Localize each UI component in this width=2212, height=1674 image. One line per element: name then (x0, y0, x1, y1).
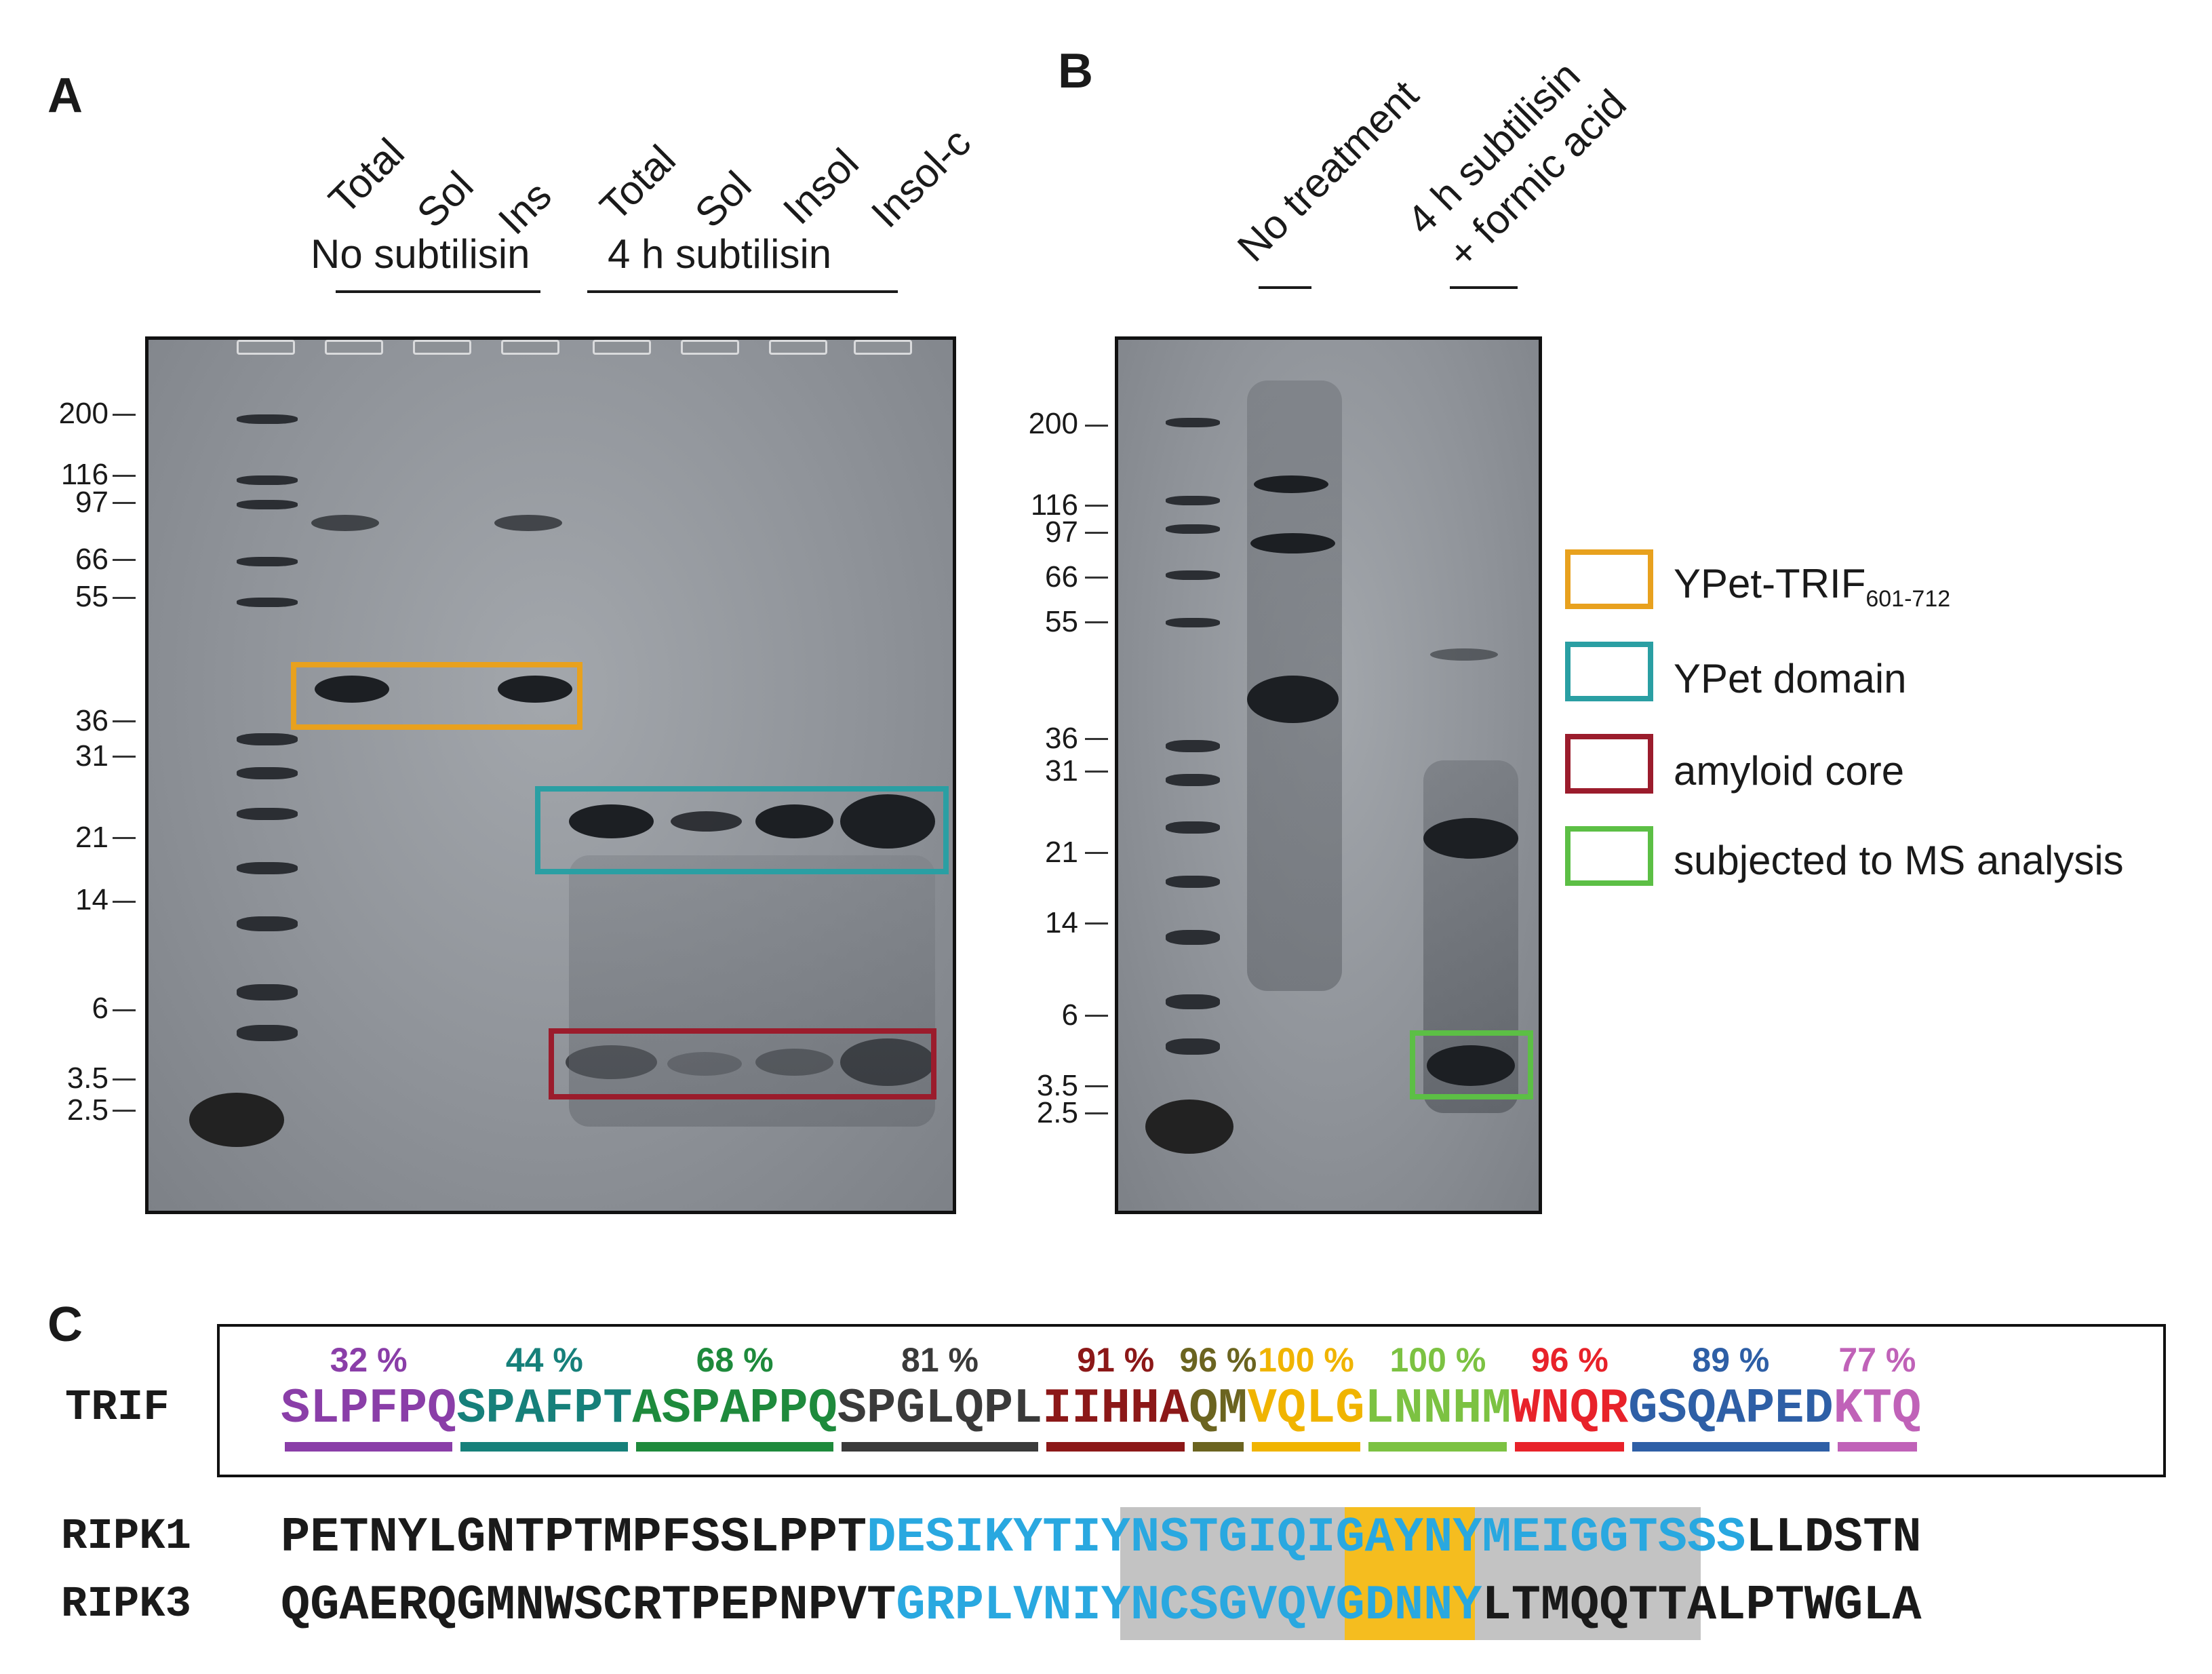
mw-b-36: 36 (1045, 722, 1078, 755)
gel-a (145, 336, 956, 1214)
trif-segment-bar (1046, 1442, 1185, 1452)
box-ypet-trif (291, 662, 582, 730)
trif-segment-sequence: QM (1189, 1381, 1248, 1437)
mw-a-200: 200 (58, 397, 108, 430)
legend-label-ypet-domain: YPet domain (1674, 656, 1907, 701)
lane-underline-b2 (1450, 286, 1518, 289)
box-ms-analysis (1410, 1030, 1533, 1099)
lane-label-b1: No treatment (1228, 71, 1427, 271)
mw-a-6: 6 (92, 992, 108, 1025)
group-no-subtilisin: No subtilisin (311, 231, 530, 277)
panel-b-label: B (1058, 44, 1093, 98)
trif-segment-bar (285, 1442, 453, 1452)
trif-segment-sequence: SPGLQPL (837, 1381, 1043, 1437)
mw-b-3.5: 3.5 (1036, 1069, 1078, 1102)
trif-segment-sequence: LNNHM (1364, 1381, 1512, 1437)
trif-segment-percent: 96 % (1179, 1341, 1257, 1379)
mw-b-55: 55 (1045, 605, 1078, 638)
group-4h-subtilisin: 4 h subtilisin (608, 231, 832, 277)
trif-segment-sequence: ASPAPPQ (632, 1381, 837, 1437)
trif-segment-bar (1837, 1442, 1918, 1452)
lane-label-a6: Insol (774, 140, 867, 233)
trif-segment-percent: 81 % (901, 1341, 979, 1379)
mw-a-31: 31 (75, 739, 108, 773)
lane-label-a2: Sol (408, 162, 482, 237)
trif-segment-bar (1368, 1442, 1507, 1452)
trif-name: TRIF (65, 1384, 170, 1433)
mw-b-200: 200 (1028, 407, 1078, 440)
trif-segment-bar (636, 1442, 833, 1452)
legend-label-ypet-trif: YPet-TRIF601-712 (1674, 561, 1951, 612)
legend-swatch-ms (1565, 826, 1653, 886)
mw-b-97: 97 (1045, 515, 1078, 549)
box-ypet-domain (535, 786, 949, 874)
mw-a-66: 66 (75, 543, 108, 576)
gel-b (1115, 336, 1542, 1214)
trif-segment-bar (1632, 1442, 1830, 1452)
trif-segment-sequence: VQLG (1247, 1381, 1365, 1437)
legend-label-amyloid-core: amyloid core (1674, 748, 1905, 794)
mw-a-14: 14 (75, 883, 108, 916)
trif-segment-sequence: SLPFPQ (281, 1381, 457, 1437)
trif-segment-percent: 100 % (1258, 1341, 1354, 1379)
lane-underline-b1 (1259, 286, 1311, 289)
trif-segment-sequence: KTQ (1833, 1381, 1922, 1437)
mw-a-2.5: 2.5 (66, 1093, 108, 1127)
trif-segment-sequence: IIHHA (1042, 1381, 1189, 1437)
trif-segment-sequence: GSQAPED (1628, 1381, 1834, 1437)
legend-swatch-amyloid-core (1565, 734, 1653, 794)
mw-b-6: 6 (1061, 998, 1078, 1032)
mw-a-3.5: 3.5 (66, 1062, 108, 1095)
trif-segment-percent: 44 % (505, 1341, 583, 1379)
legend-swatch-ypet-trif (1565, 549, 1653, 609)
box-amyloid-core (549, 1028, 936, 1099)
trif-segment-percent: 100 % (1389, 1341, 1486, 1379)
legend-swatch-ypet-domain (1565, 642, 1653, 701)
trif-segment-bar (841, 1442, 1039, 1452)
legend-label-ms: subjected to MS analysis (1674, 838, 2124, 883)
mw-a-55: 55 (75, 580, 108, 613)
core-highlight (1345, 1507, 1475, 1640)
trif-segment-bar (1251, 1442, 1361, 1452)
trif-segment-sequence: WNQR (1511, 1381, 1629, 1437)
lane-label-a1: Total (319, 130, 413, 223)
ripk1-sequence: PETNYLGNTPTMPFSSLPPTDESIKYTIYNSTGIQIGAYN… (281, 1510, 1922, 1565)
trif-segment-sequence: SPAFPT (456, 1381, 633, 1437)
group-underline-1 (336, 290, 540, 293)
panel-c-label: C (47, 1298, 83, 1352)
mw-b-14: 14 (1045, 906, 1078, 939)
mw-a-116: 116 (60, 458, 108, 491)
trif-segment-percent: 89 % (1692, 1341, 1770, 1379)
panel-a-label: A (47, 69, 83, 123)
mw-a-36: 36 (75, 704, 108, 737)
trif-segment-bar (1515, 1442, 1625, 1452)
mw-b-2.5: 2.5 (1036, 1096, 1078, 1129)
mw-a-97: 97 (75, 486, 108, 519)
lane-label-a7: Insol-c (862, 119, 980, 237)
lane-label-a5: Sol (686, 162, 760, 237)
trif-segment-percent: 68 % (696, 1341, 774, 1379)
trif-segment-bar (1193, 1442, 1244, 1452)
mw-b-31: 31 (1045, 754, 1078, 787)
mw-a-21: 21 (75, 821, 108, 854)
trif-segment-percent: 77 % (1838, 1341, 1916, 1379)
lane-label-a4: Total (591, 136, 684, 230)
mw-b-66: 66 (1045, 560, 1078, 593)
group-underline-2 (587, 290, 898, 293)
ripk1-name: RIPK1 (61, 1513, 192, 1561)
mw-b-116: 116 (1030, 488, 1078, 522)
trif-segment-percent: 91 % (1077, 1341, 1155, 1379)
trif-segment-bar (460, 1442, 629, 1452)
trif-box (217, 1324, 2166, 1477)
trif-segment-percent: 96 % (1530, 1341, 1608, 1379)
ripk3-name: RIPK3 (61, 1580, 192, 1629)
trif-segment-percent: 32 % (330, 1341, 408, 1379)
ripk3-sequence: QGAERQGMNWSCRTPEPNPVTGRPLVNIYNCSGVQVGDNN… (281, 1578, 1922, 1633)
mw-b-21: 21 (1045, 836, 1078, 869)
